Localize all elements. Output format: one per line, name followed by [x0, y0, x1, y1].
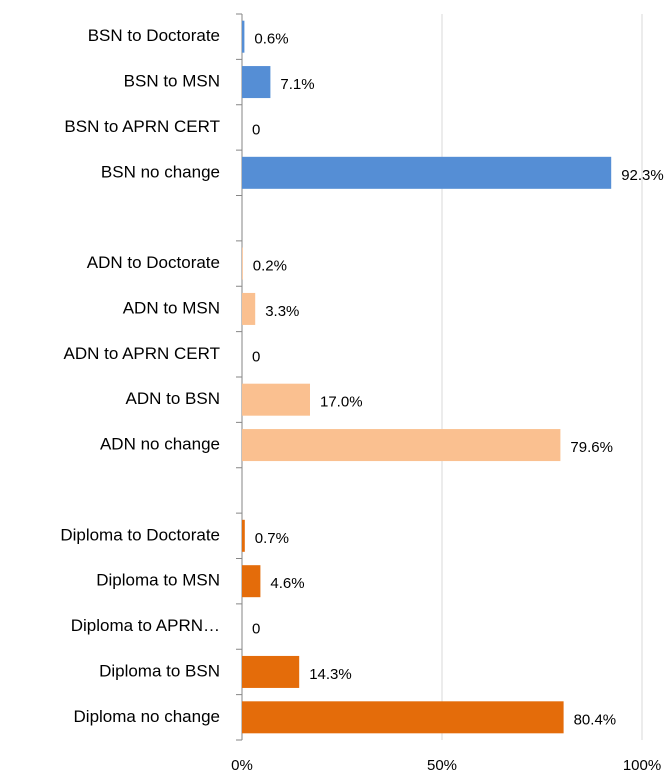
bar — [242, 655, 300, 688]
value-label: 0 — [252, 348, 260, 365]
value-label: 0 — [252, 121, 260, 138]
value-label: 4.6% — [270, 575, 304, 592]
y-tick-label: ADN to APRN CERT — [63, 344, 220, 363]
bar — [242, 20, 245, 53]
y-tick-label: Diploma to BSN — [99, 661, 220, 680]
y-tick-label: ADN no change — [100, 435, 220, 454]
y-tick-label: Diploma no change — [74, 707, 220, 726]
value-label: 80.4% — [574, 711, 617, 728]
bar — [242, 519, 245, 552]
value-label: 0.2% — [253, 258, 287, 275]
x-tick-label: 100% — [623, 757, 661, 774]
value-label: 0.6% — [254, 31, 288, 48]
value-label: 0 — [252, 621, 260, 638]
bar — [242, 383, 310, 416]
bar — [242, 429, 561, 462]
value-label: 79.6% — [570, 439, 613, 456]
bar — [242, 292, 256, 325]
value-label: 0.7% — [255, 530, 289, 547]
x-tick-label: 50% — [427, 757, 457, 774]
bar — [242, 247, 243, 280]
value-label: 92.3% — [621, 167, 664, 184]
x-tick-label: 0% — [231, 757, 253, 774]
y-tick-label: Diploma to APRN… — [71, 616, 220, 635]
y-tick-label: BSN to APRN CERT — [64, 117, 220, 136]
y-tick-label: ADN to BSN — [126, 389, 220, 408]
value-label: 17.0% — [320, 394, 363, 411]
bar — [242, 66, 271, 99]
y-tick-label: ADN to MSN — [123, 298, 220, 317]
value-label: 14.3% — [309, 666, 352, 683]
bar — [242, 156, 612, 189]
y-tick-label: Diploma to MSN — [96, 571, 220, 590]
bar — [242, 565, 261, 598]
y-tick-label: ADN to Doctorate — [87, 253, 220, 272]
value-label: 3.3% — [265, 303, 299, 320]
value-label: 7.1% — [280, 76, 314, 93]
y-tick-label: BSN to Doctorate — [88, 26, 220, 45]
y-tick-label: Diploma to Doctorate — [60, 525, 220, 544]
y-tick-label: BSN to MSN — [124, 72, 220, 91]
bar — [242, 701, 564, 734]
y-tick-label: BSN no change — [101, 162, 220, 181]
